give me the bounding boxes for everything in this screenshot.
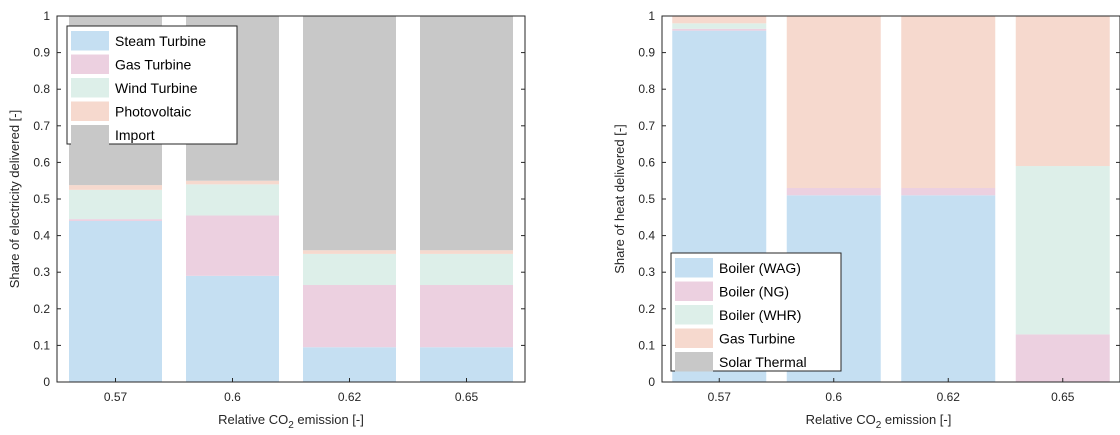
x-axis-label: Relative CO2 emission [-] xyxy=(806,412,952,431)
bar-segment-2-2 xyxy=(786,188,881,196)
legend-entry: Gas Turbine xyxy=(115,57,191,73)
y-tick-label: 0.7 xyxy=(33,119,50,133)
legend-entry: Solar Thermal xyxy=(719,354,807,370)
bar-segment-2-4 xyxy=(186,180,279,185)
bar-segment-1-4 xyxy=(672,16,767,24)
y-tick-label: 0.6 xyxy=(33,155,50,169)
y-tick-label: 0.9 xyxy=(33,46,50,60)
x-axis-label: Relative CO2 emission [-] xyxy=(218,412,364,431)
bar-segment-1-2 xyxy=(69,219,162,221)
bar-segment-4-5 xyxy=(420,16,513,251)
bar-segment-4-3 xyxy=(420,253,513,286)
x-tick-label: 0.65 xyxy=(1051,390,1075,404)
x-tick-label: 0.6 xyxy=(224,390,241,404)
y-tick-label: 0.2 xyxy=(638,302,655,316)
legend-entry: Boiler (NG) xyxy=(719,284,789,300)
chart-1: 0 0.1 0.2 0.3 0.4 0.5 0.6 0.7 0.8 0.9 1 0.57 0.6 0.62… xyxy=(7,9,526,431)
legend-swatch xyxy=(675,328,713,348)
bar-segment-1-2 xyxy=(672,28,767,31)
bar-segment-3-1 xyxy=(303,347,396,382)
bar-segment-1-3 xyxy=(69,189,162,220)
bar-segment-3-1 xyxy=(901,195,996,382)
y-axis-label: Share of electricity delivered [-] xyxy=(7,110,22,288)
y-tick-label: 0.5 xyxy=(33,192,50,206)
bar-segment-2-1 xyxy=(186,275,279,382)
legend-swatch xyxy=(71,31,109,51)
y-tick-label: 0.9 xyxy=(638,46,655,60)
bar-segment-4-4 xyxy=(420,250,513,254)
legend-swatch xyxy=(71,78,109,98)
legend-swatch xyxy=(71,54,109,74)
bar-segment-4-2 xyxy=(420,285,513,348)
legend-swatch xyxy=(675,305,713,325)
legend-swatch xyxy=(675,258,713,278)
legend-entry: Photovoltaic xyxy=(115,104,191,120)
legend-entry: Gas Turbine xyxy=(719,331,795,347)
y-tick-label: 0 xyxy=(648,375,655,389)
legend-entry: Boiler (WHR) xyxy=(719,307,801,323)
legend-swatch xyxy=(71,101,109,121)
bar-segment-3-3 xyxy=(303,253,396,286)
bar-segment-2-4 xyxy=(786,16,881,189)
bar-segment-4-2 xyxy=(1015,334,1110,382)
bar-segment-1-1 xyxy=(69,220,162,382)
x-tick-label: 0.65 xyxy=(455,390,479,404)
legend: Boiler (WAG) Boiler (NG) Boiler (WHR) Gas T… xyxy=(670,252,842,372)
legend-entry: Wind Turbine xyxy=(115,80,198,96)
bar-segment-3-2 xyxy=(901,188,996,196)
y-tick-label: 1 xyxy=(43,9,50,23)
y-tick-label: 0.3 xyxy=(638,265,655,279)
bar-segment-3-4 xyxy=(303,250,396,254)
x-tick-label: 0.62 xyxy=(937,390,961,404)
legend-swatch xyxy=(675,281,713,301)
bar-segment-3-5 xyxy=(303,16,396,251)
x-tick-label: 0.57 xyxy=(708,390,732,404)
x-tick-label: 0.6 xyxy=(825,390,842,404)
bar-segment-4-4 xyxy=(1015,16,1110,167)
y-tick-label: 0.5 xyxy=(638,192,655,206)
bar-segment-2-3 xyxy=(186,184,279,216)
legend-entry: Boiler (WAG) xyxy=(719,260,801,276)
y-tick-label: 0.4 xyxy=(638,229,655,243)
bar-segment-3-2 xyxy=(303,285,396,348)
bar-segment-4-1 xyxy=(420,347,513,382)
y-tick-label: 0.7 xyxy=(638,119,655,133)
legend: Steam Turbine Gas Turbine Wind Turbine Phot… xyxy=(66,25,238,145)
legend-entry: Steam Turbine xyxy=(115,33,206,49)
y-tick-label: 0.6 xyxy=(638,155,655,169)
y-tick-label: 0.4 xyxy=(33,229,50,243)
y-tick-label: 0.3 xyxy=(33,265,50,279)
bar-segment-1-3 xyxy=(672,23,767,29)
y-tick-label: 0.1 xyxy=(638,338,655,352)
y-tick-label: 0.2 xyxy=(33,302,50,316)
bar-segment-3-4 xyxy=(901,16,996,189)
legend-entry: Import xyxy=(115,127,155,143)
y-axis-label: Share of heat delivered [-] xyxy=(612,124,627,274)
y-tick-label: 0.1 xyxy=(33,338,50,352)
y-tick-label: 0 xyxy=(43,375,50,389)
legend-swatch xyxy=(675,352,713,372)
y-tick-label: 1 xyxy=(648,9,655,23)
x-tick-label: 0.62 xyxy=(338,390,362,404)
bar-segment-4-3 xyxy=(1015,166,1110,335)
bar-segment-1-4 xyxy=(69,185,162,190)
x-tick-label: 0.57 xyxy=(104,390,128,404)
y-tick-label: 0.8 xyxy=(638,82,655,96)
legend-swatch xyxy=(71,125,109,145)
chart-2: 0 0.1 0.2 0.3 0.4 0.5 0.6 0.7 0.8 0.9 1 0.57 0.6 0.62… xyxy=(612,9,1120,431)
y-tick-label: 0.8 xyxy=(33,82,50,96)
bar-segment-2-2 xyxy=(186,215,279,276)
